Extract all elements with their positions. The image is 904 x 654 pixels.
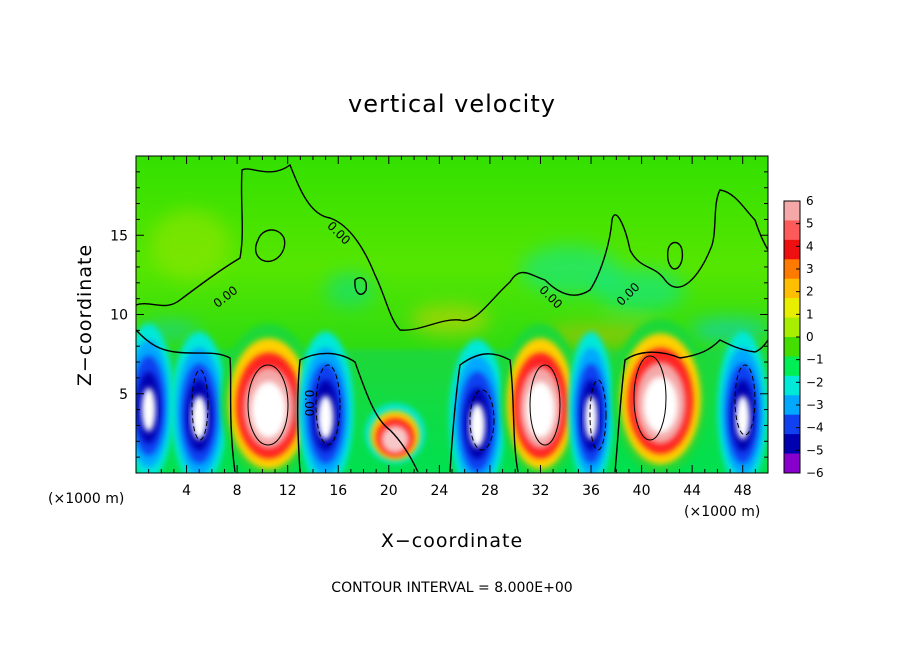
- x-tick-label-24: 24: [430, 483, 448, 499]
- y-tick-label-5: 5: [119, 387, 128, 403]
- cell-1-down: [171, 331, 228, 473]
- x-tick-label-40: 40: [633, 483, 651, 499]
- colorbar-label-0: 6: [806, 194, 814, 208]
- cell-3-ring-4: [317, 395, 334, 440]
- x-tick-label-48: 48: [734, 483, 752, 499]
- cell-7-down: [568, 331, 614, 473]
- cell-6-ring-4: [526, 381, 555, 438]
- cell-7-ring-4: [584, 395, 598, 440]
- colorbar-swatch-13: [784, 453, 800, 474]
- cell-1-ring-4: [191, 395, 208, 440]
- colorbar-swatch-1: [784, 220, 800, 241]
- colorbar-label-12: −6: [806, 466, 824, 480]
- cell-5-down: [449, 339, 506, 473]
- colorbar-swatch-6: [784, 317, 800, 338]
- colorbar-swatch-8: [784, 356, 800, 377]
- colorbar-label-10: −4: [806, 421, 824, 435]
- cell-2-up: [220, 323, 317, 473]
- colorbar-swatch-0: [784, 201, 800, 221]
- colorbar-label-2: 4: [806, 239, 814, 253]
- colorbar-label-9: −3: [806, 398, 824, 412]
- colorbar-label-5: 1: [806, 307, 814, 321]
- cell-0-ring-4: [141, 387, 156, 432]
- x-tick-label-36: 36: [582, 483, 600, 499]
- colorbar-label-11: −5: [806, 443, 824, 457]
- contour-interval-footer: CONTOUR INTERVAL = 8.000E+00: [331, 580, 572, 596]
- negative-contours: [191, 364, 756, 451]
- cell-8-ring-4: [643, 376, 678, 434]
- colorbar-swatch-5: [784, 298, 800, 319]
- x-tick-label-28: 28: [481, 483, 499, 499]
- cell-8-up: [612, 318, 709, 473]
- x-scale-label-right: (×1000 m): [684, 504, 760, 520]
- positive-contours: [247, 355, 667, 446]
- plot-area: [136, 156, 768, 473]
- colorbar-label-7: −1: [806, 353, 824, 367]
- x-tick-label-4: 4: [182, 483, 191, 499]
- cell-9-down: [717, 331, 768, 473]
- colorbar-label-1: 5: [806, 217, 814, 231]
- x-tick-label-8: 8: [233, 483, 242, 499]
- x-tick-label-20: 20: [380, 483, 398, 499]
- x-tick-label-16: 16: [329, 483, 347, 499]
- x-tick-label-44: 44: [683, 483, 701, 499]
- colorbar-swatch-3: [784, 259, 800, 280]
- cell-6-up: [500, 323, 581, 473]
- colorbar-swatch-12: [784, 434, 800, 455]
- x-axis-ticks: 4 8 12 16 20 24 28 32 36 40 44 48: [148, 156, 756, 499]
- colorbar: 6 5 4 3 2 1 0 −1 −2 −3 −4 −5 −6: [783, 194, 824, 480]
- zero-contour-upper: [136, 163, 768, 331]
- y-tick-label-10: 10: [110, 308, 128, 324]
- colorbar-swatch-4: [784, 278, 800, 299]
- contour-lines: [136, 163, 768, 473]
- cell-0-down: [136, 323, 174, 473]
- colorbar-swatch-9: [784, 375, 800, 396]
- colorbar-swatch-7: [784, 337, 800, 357]
- chart-title: vertical velocity: [348, 90, 556, 118]
- cell-2-ring-4: [251, 381, 286, 438]
- colorbar-label-6: 0: [806, 330, 814, 344]
- contour-label-4: 0.00: [302, 390, 316, 417]
- cell-5-ring-4: [469, 403, 486, 448]
- colorbar-swatch-10: [784, 395, 800, 416]
- colorbar-label-4: 2: [806, 285, 814, 299]
- cell-9-ring-4: [735, 395, 750, 440]
- x-tick-label-12: 12: [279, 483, 297, 499]
- x-tick-label-32: 32: [532, 483, 550, 499]
- colorbar-label-8: −2: [806, 375, 824, 389]
- cell-4-up-weak: [365, 403, 426, 464]
- y-axis-ticks: 5 10 15: [110, 171, 768, 458]
- y-tick-label-15: 15: [110, 228, 128, 244]
- cell-4-ring-3: [381, 425, 409, 454]
- x-scale-label-left: (×1000 m): [48, 491, 124, 507]
- colorbar-swatch-11: [784, 414, 800, 435]
- colorbar-label-3: 3: [806, 262, 814, 276]
- zero-contour-lower: [136, 329, 768, 473]
- colorbar-swatch-2: [784, 239, 800, 260]
- y-axis-label: Z−coordinate: [74, 244, 96, 386]
- x-axis-label: X−coordinate: [381, 530, 523, 552]
